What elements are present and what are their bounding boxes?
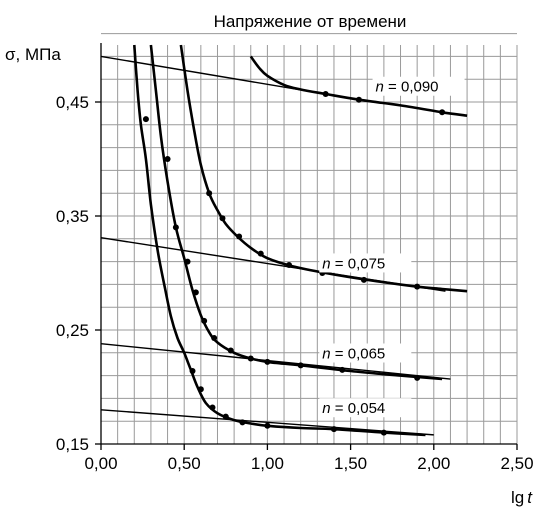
series-curve	[149, 44, 443, 381]
x-tick-label: 0,50	[168, 454, 201, 473]
data-point	[209, 404, 216, 411]
data-point	[257, 250, 264, 257]
curve-label: n = 0,054	[322, 400, 385, 417]
y-tick-label: 0,25	[56, 321, 89, 340]
curve-label-value: = 0,054	[331, 400, 386, 417]
data-point	[211, 334, 218, 341]
data-point	[192, 289, 199, 296]
curve-label-value: = 0,075	[331, 255, 386, 272]
curve-label-n: n	[322, 346, 330, 363]
y-tick-label: 0,45	[56, 93, 89, 112]
data-point	[239, 419, 246, 426]
y-axis-label: σ, МПа	[5, 45, 61, 64]
data-point	[142, 116, 149, 123]
data-point	[264, 422, 271, 429]
x-tick-label: 2,00	[417, 454, 450, 473]
data-point	[236, 233, 243, 240]
chart-title: Напряжение от времени	[214, 12, 407, 31]
data-point	[286, 262, 293, 269]
data-point	[439, 109, 446, 116]
data-point	[322, 91, 329, 98]
data-point	[184, 258, 191, 265]
x-tick-label: 1,50	[334, 454, 367, 473]
data-point	[197, 386, 204, 393]
axes: 0,00 0,50 1,00 1,50 2,00 2,50 0,45 0,35 0,25 0,15	[56, 43, 534, 473]
data-point	[222, 413, 229, 420]
curve-label: n = 0,065	[322, 346, 385, 363]
curve-label-n: n	[322, 255, 330, 272]
data-point	[227, 347, 234, 354]
curve-label: n = 0,090	[376, 79, 439, 96]
data-point	[219, 215, 226, 222]
label-background	[319, 253, 412, 273]
x-axis-label-var: t	[527, 488, 533, 507]
data-point	[380, 429, 387, 436]
series-curve	[249, 55, 468, 117]
tangent-line	[100, 342, 451, 380]
y-tick-label: 0,15	[56, 435, 89, 454]
curve-label-value: = 0,065	[331, 346, 386, 363]
x-tick-label: 2,50	[500, 454, 533, 473]
data-point	[206, 190, 213, 197]
data-point	[360, 276, 367, 283]
y-tick-label: 0,35	[56, 207, 89, 226]
x-axis-label: lg t	[511, 488, 533, 507]
data-point	[339, 366, 346, 373]
tangent-line	[100, 409, 434, 436]
data-point	[355, 96, 362, 103]
label-background	[319, 343, 412, 363]
series-curve	[179, 44, 468, 293]
x-axis-label-prefix: lg	[511, 488, 524, 507]
data-point	[330, 426, 337, 433]
data-point	[189, 368, 196, 375]
x-tick-label: 1,00	[251, 454, 284, 473]
data-point	[201, 317, 208, 324]
curve-label-n: n	[376, 79, 384, 96]
curve-label: n = 0,075	[322, 255, 385, 272]
data-point	[297, 362, 304, 369]
plot-area	[101, 45, 517, 444]
data-point	[164, 156, 171, 162]
curve-label-value: = 0,090	[384, 79, 439, 96]
data-point	[247, 355, 254, 362]
label-background	[319, 398, 412, 418]
x-tick-label: 0,00	[84, 454, 117, 473]
data-point	[414, 374, 421, 381]
data-point	[264, 358, 271, 365]
data-point	[414, 283, 421, 290]
label-background	[372, 76, 465, 96]
data-point	[172, 224, 179, 231]
curve-label-n: n	[322, 400, 330, 417]
